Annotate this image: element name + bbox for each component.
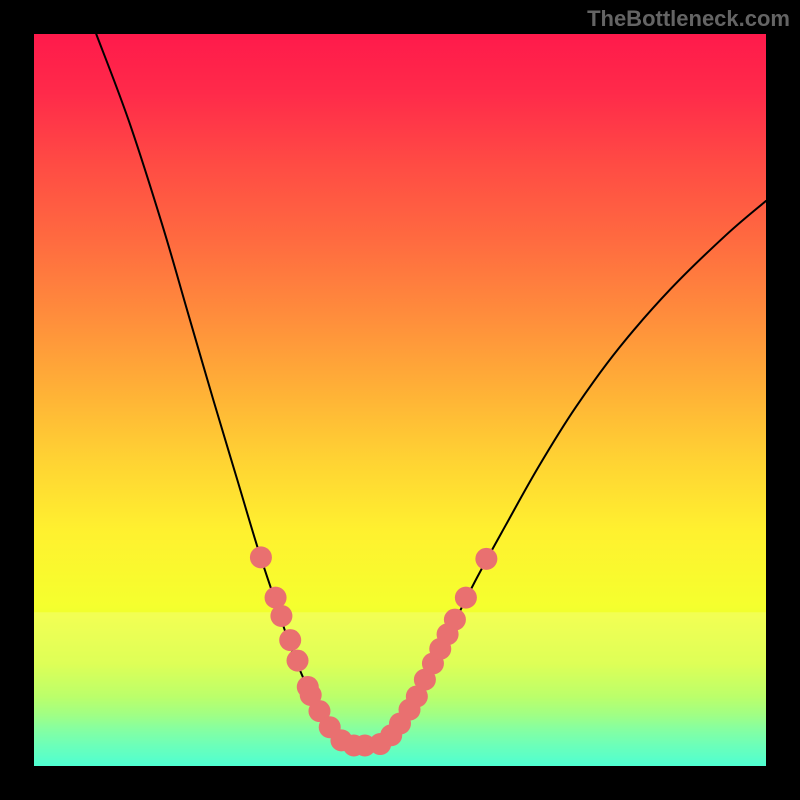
data-marker (287, 650, 309, 672)
bottleneck-chart (0, 0, 800, 800)
data-marker (279, 629, 301, 651)
watermark-text: TheBottleneck.com (587, 6, 790, 32)
data-marker (475, 548, 497, 570)
data-marker (265, 587, 287, 609)
lower-band (34, 612, 766, 766)
chart-container: TheBottleneck.com (0, 0, 800, 800)
data-marker (250, 546, 272, 568)
data-marker (444, 609, 466, 631)
data-marker (455, 587, 477, 609)
